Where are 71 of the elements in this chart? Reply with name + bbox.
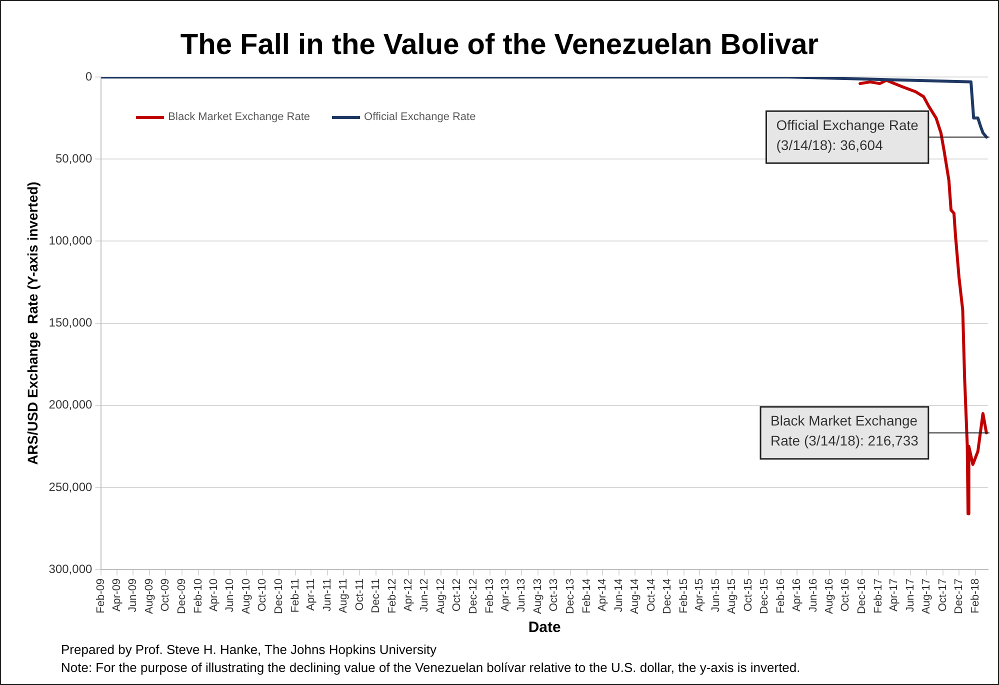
x-tick-label: Apr-12 xyxy=(402,578,414,612)
x-tick-label: Aug-13 xyxy=(532,578,544,614)
legend-label: Black Market Exchange Rate xyxy=(167,111,310,123)
x-tick-label: Dec-15 xyxy=(758,578,771,614)
x-tick-label: Jun-09 xyxy=(127,578,140,612)
x-tick-label: Feb-18 xyxy=(970,578,982,614)
x-tick-label: Dec-14 xyxy=(662,578,674,614)
y-tick-label: 150,000 xyxy=(48,316,92,330)
text: Prepared by Prof. Steve H. Hanke, The Johns Hopkins University xyxy=(61,641,438,659)
x-tick-label: Oct-14 xyxy=(645,578,658,612)
x-tick-label: Dec-17 xyxy=(953,578,966,614)
x-tick-label: Feb-13 xyxy=(484,578,496,614)
legend-label: Official Exchange Rate xyxy=(363,111,476,123)
x-tick-label: Apr-16 xyxy=(791,578,804,612)
x-tick-label: Jun-10 xyxy=(224,578,236,612)
x-tick-label: Aug-09 xyxy=(143,578,156,614)
x-tick-label: Feb-12 xyxy=(386,578,398,614)
y-tick-label: 0 xyxy=(85,69,92,84)
x-tick-label: Apr-14 xyxy=(596,578,609,612)
x-tick-label: Apr-17 xyxy=(888,578,900,612)
y-axis-title: ARS/USD Exchange Rate (Y-axis inverted) xyxy=(24,182,40,465)
x-tick-label: Feb-14 xyxy=(580,578,593,614)
x-tick-label: Aug-14 xyxy=(629,578,642,614)
text: Note: For the purpose of illustrating the declining value of the Venezuelan bolívar relative to the U.S. dollar, the y-axis is inverted. xyxy=(61,659,800,677)
x-tick-label: Feb-11 xyxy=(289,578,302,613)
x-tick-label: Jun-12 xyxy=(418,578,431,612)
y-tick-label: 100,000 xyxy=(48,233,92,248)
x-tick-label: Aug-12 xyxy=(434,578,447,614)
x-tick-label: Feb-15 xyxy=(678,578,690,614)
x-tick-label: Oct-10 xyxy=(256,578,269,612)
x-tick-label: Jun-15 xyxy=(710,578,722,612)
x-tick-label: Dec-09 xyxy=(176,578,188,614)
x-tick-label: Oct-11 xyxy=(354,578,366,611)
x-tick-label: Dec-13 xyxy=(564,578,576,614)
x-tick-label: Feb-16 xyxy=(775,578,788,614)
annotation: Black Market Exchange Rate (3/14/18): 216,733 xyxy=(770,412,919,449)
x-tick-label: Aug-15 xyxy=(726,578,738,614)
y-tick-label: 250,000 xyxy=(48,480,92,494)
x-tick-label: Apr-11 xyxy=(305,578,318,611)
x-tick-label: Dec-11 xyxy=(370,578,382,614)
x-tick-label: Dec-12 xyxy=(467,578,480,614)
x-tick-label: Oct-16 xyxy=(840,578,852,612)
x-tick-label: Apr-15 xyxy=(694,578,706,612)
x-tick-label: Feb-17 xyxy=(872,578,884,614)
x-tick-label: Jun-11 xyxy=(321,578,334,612)
annotation: Official Exchange Rate (3/14/18): 36,604 xyxy=(776,116,919,153)
chart-title: The Fall in the Value of the Venezuelan Bolivar xyxy=(179,29,820,62)
x-tick-label: Apr-13 xyxy=(500,578,512,612)
x-tick-label: Aug-16 xyxy=(824,578,836,614)
y-tick-label: 300,000 xyxy=(48,562,92,576)
x-tick-label: Apr-09 xyxy=(110,578,123,612)
x-tick-label: Jun-16 xyxy=(807,578,820,612)
x-tick-label: Jun-13 xyxy=(516,578,528,612)
x-tick-label: Oct-17 xyxy=(936,578,949,612)
x-tick-label: Aug-10 xyxy=(240,578,252,614)
x-tick-label: Oct-15 xyxy=(742,578,754,612)
x-tick-label: Oct-09 xyxy=(160,578,172,612)
y-tick-label: 50,000 xyxy=(55,151,93,166)
x-tick-label: Dec-10 xyxy=(272,578,285,614)
y-tick-label: 200,000 xyxy=(48,398,92,412)
x-tick-label: Jun-14 xyxy=(612,578,625,612)
x-tick-label: Jun-17 xyxy=(904,578,916,612)
x-tick-label: Feb-10 xyxy=(192,578,204,614)
x-tick-label: Feb-09 xyxy=(95,578,108,614)
x-tick-label: Oct-12 xyxy=(451,578,464,612)
x-tick-label: Dec-16 xyxy=(856,578,868,614)
x-tick-label: Aug-11 xyxy=(338,578,350,614)
x-tick-label: Oct-13 xyxy=(548,578,560,612)
x-tick-label: Aug-17 xyxy=(920,578,933,614)
x-axis-title: Date xyxy=(528,619,561,636)
x-tick-label: Apr-10 xyxy=(208,578,220,612)
